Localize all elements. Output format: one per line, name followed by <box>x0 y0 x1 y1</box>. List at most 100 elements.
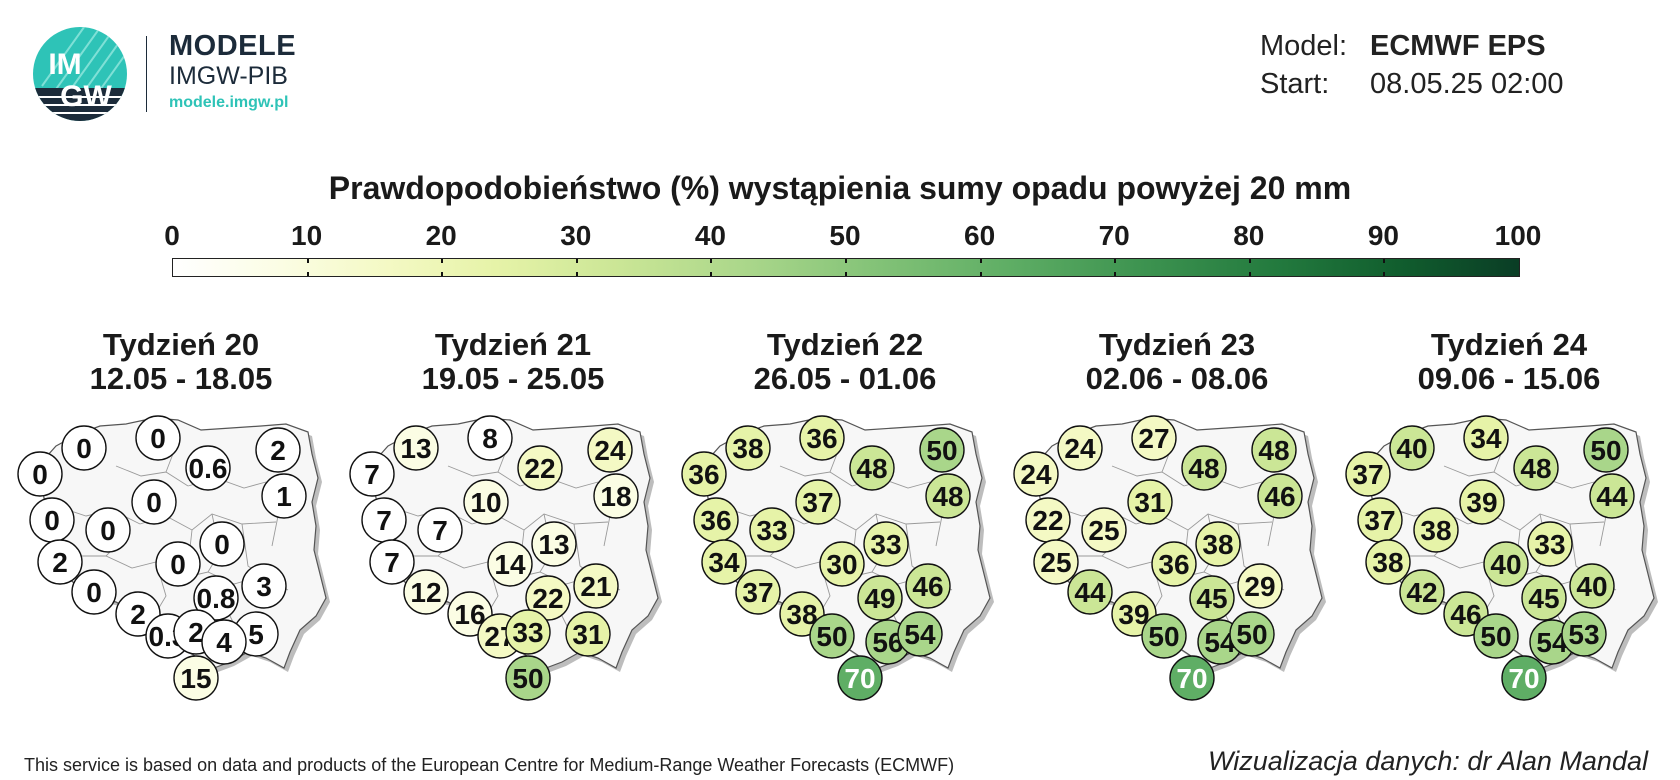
logo-separator <box>146 36 147 112</box>
probability-bubble: 48 <box>925 473 971 519</box>
bubble-value: 15 <box>180 663 211 694</box>
probability-bubble: 7 <box>417 507 463 553</box>
bubble-circle <box>749 507 795 553</box>
bubble-circle <box>905 563 951 609</box>
probability-bubble: 7 <box>361 497 407 543</box>
probability-bubble: 42 <box>1399 569 1445 615</box>
bubble-circle <box>201 619 247 665</box>
imgw-logo-badge: IM GW <box>33 27 127 121</box>
probability-bubble: 45 <box>1521 575 1567 621</box>
start-label: Start: <box>1260 68 1330 100</box>
week-label: Tydzień 22 <box>766 327 924 362</box>
probability-bubble: 50 <box>1141 613 1187 659</box>
bubble-circle <box>573 563 619 609</box>
week-panel: Tydzień 20 12.05 - 18.05 0 0 0 2 0.6 1 0 0 0 0 2 0 0… <box>16 328 346 728</box>
probability-bubble: 54 <box>897 611 943 657</box>
week-panel: Tydzień 23 02.06 - 08.06 24 24 27 48 48 46 31 2… <box>1012 328 1342 728</box>
bubble-value: 7 <box>364 459 380 490</box>
bubble-value: 70 <box>1176 663 1207 694</box>
probability-bubble: 45 <box>1189 575 1235 621</box>
bubble-circle <box>185 445 231 491</box>
probability-bubble: 46 <box>1257 473 1303 519</box>
bubble-circle <box>1169 655 1215 701</box>
probability-bubble: 24 <box>1013 451 1059 497</box>
probability-bubble: 30 <box>819 541 865 587</box>
voivodeship-border <box>447 465 521 487</box>
bubble-circle <box>565 611 611 657</box>
logo-url[interactable]: modele.imgw.pl <box>169 94 289 111</box>
probability-bubble: 10 <box>463 479 509 525</box>
bubble-circle <box>1033 539 1079 585</box>
voivodeship-border <box>115 465 189 487</box>
bubble-circle <box>199 521 245 567</box>
probability-bubble: 0 <box>199 521 245 567</box>
probability-bubble: 0 <box>131 479 177 525</box>
probability-bubble: 50 <box>919 427 965 473</box>
week-label: Tydzień 21 <box>434 327 592 362</box>
bubble-value: 0 <box>32 459 48 490</box>
bubble-circle <box>17 451 63 497</box>
probability-bubble: 31 <box>1127 479 1173 525</box>
bubble-value: 33 <box>1534 529 1565 560</box>
map-title: Prawdopodobieństwo (%) wystąpienia sumy … <box>328 170 1352 206</box>
footer-attribution: This service is based on data and produc… <box>24 755 955 775</box>
model-value: ECMWF EPS <box>1370 30 1546 62</box>
colorbar-labels: 0 10 20 30 40 50 60 70 80 90 100 <box>164 220 1541 256</box>
bubble-circle <box>819 541 865 587</box>
probability-bubble: 44 <box>1067 569 1113 615</box>
colorbar-tick-label: 90 <box>1367 220 1399 251</box>
bubble-value: 4 <box>216 627 232 658</box>
probability-bubble: 0.6 <box>185 445 231 491</box>
bubble-value: 42 <box>1406 577 1437 608</box>
bubble-value: 70 <box>1508 663 1539 694</box>
week-panel: Tydzień 21 19.05 - 25.05 7 13 8 24 22 18 10 7 7 1… <box>348 328 678 728</box>
bubble-circle <box>241 563 287 609</box>
bubble-value: 50 <box>816 621 847 652</box>
bubble-value: 37 <box>1352 459 1383 490</box>
bubble-value: 50 <box>926 435 957 466</box>
probability-bubble: 38 <box>725 425 771 471</box>
bubble-value: 34 <box>708 547 740 578</box>
bubble-value: 5 <box>248 619 264 650</box>
colorbar-tick-label: 0 <box>164 220 180 251</box>
bubble-circle <box>463 479 509 525</box>
bubble-value: 50 <box>1590 435 1621 466</box>
probability-bubble: 13 <box>393 425 439 471</box>
week-panel: Tydzień 24 09.06 - 15.06 37 40 34 50 48 44 39 3… <box>1344 328 1674 728</box>
bubble-circle <box>863 521 909 567</box>
bubble-circle <box>71 569 117 615</box>
bubble-value: 33 <box>512 617 543 648</box>
probability-bubble: 36 <box>1151 541 1197 587</box>
bubble-circle <box>193 575 239 621</box>
bubble-value: 33 <box>756 515 787 546</box>
week-label: Tydzień 24 <box>1430 327 1588 362</box>
bubble-value: 10 <box>470 487 501 518</box>
probability-bubble: 1 <box>261 473 307 519</box>
bubble-circle <box>1131 415 1177 461</box>
probability-bubble: 7 <box>349 451 395 497</box>
probability-bubble: 2 <box>255 427 301 473</box>
bubble-circle <box>393 425 439 471</box>
probability-bubble: 12 <box>403 569 449 615</box>
bubble-value: 14 <box>494 549 526 580</box>
probability-bubble: 18 <box>593 473 639 519</box>
bubble-circle <box>701 539 747 585</box>
colorbar-tick <box>845 259 847 276</box>
week-panel-title: Tydzień 22 26.05 - 01.06 <box>680 328 1010 396</box>
probability-bubble: 8 <box>467 415 513 461</box>
bubble-value: 48 <box>856 453 887 484</box>
bubble-value: 7 <box>432 515 448 546</box>
colorbar-tick-label: 20 <box>425 220 457 251</box>
bubble-circle <box>369 539 415 585</box>
bubble-circle <box>531 521 577 567</box>
probability-bubble: 0 <box>71 569 117 615</box>
voivodeship-border <box>1111 465 1185 487</box>
probability-bubble: 44 <box>1589 473 1635 519</box>
bubble-circle <box>795 479 841 525</box>
bubble-value: 27 <box>1138 423 1169 454</box>
week-dates: 12.05 - 18.05 <box>89 361 273 396</box>
bubble-value: 22 <box>1032 505 1063 536</box>
probability-bubble: 40 <box>1569 563 1615 609</box>
probability-bubble: 31 <box>565 611 611 657</box>
colorbar <box>172 258 1520 277</box>
